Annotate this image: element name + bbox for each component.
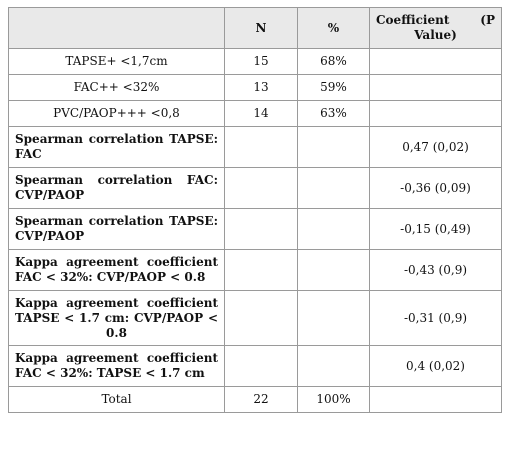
row-label: Spearman correlation TAPSE: CVP/PAOP (8, 208, 225, 250)
table-row: Kappa agreement coefficient FAC < 32%: T… (8, 345, 502, 387)
table-row: Kappa agreement coefficient TAPSE < 1.7 … (8, 290, 502, 346)
table-row: PVC/PAOP+++ <0,8 14 63% (8, 100, 502, 127)
total-row: Total 22 100% (8, 386, 502, 413)
row-coefficient (369, 74, 502, 101)
row-n (224, 290, 298, 346)
table-row: Kappa agreement coefficient FAC < 32%: C… (8, 249, 502, 291)
row-n (224, 126, 298, 168)
row-label: Spearman correlation TAPSE: FAC (8, 126, 225, 168)
row-n (224, 249, 298, 291)
row-n (224, 208, 298, 250)
row-coefficient: -0,43 (0,9) (369, 249, 502, 291)
header-percent: % (297, 7, 370, 49)
row-label: Kappa agreement coefficient FAC < 32%: C… (8, 249, 225, 291)
row-n (224, 345, 298, 387)
row-label: PVC/PAOP+++ <0,8 (8, 100, 225, 127)
table-row: TAPSE+ <1,7cm 15 68% (8, 48, 502, 75)
row-coefficient: 0,4 (0,02) (369, 345, 502, 387)
row-n: 14 (224, 100, 298, 127)
row-coefficient (369, 386, 502, 413)
header-coefficient: Coefficient (P Value) (369, 7, 502, 49)
row-label: Kappa agreement coefficient FAC < 32%: T… (8, 345, 225, 387)
row-percent (297, 249, 370, 291)
row-percent (297, 167, 370, 209)
row-coefficient (369, 48, 502, 75)
row-coefficient: -0,31 (0,9) (369, 290, 502, 346)
table-row: Spearman correlation FAC: CVP/PAOP -0,36… (8, 167, 502, 209)
table-row: Spearman correlation TAPSE: FAC 0,47 (0,… (8, 126, 502, 168)
row-percent (297, 208, 370, 250)
row-n: 13 (224, 74, 298, 101)
row-label: FAC++ <32% (8, 74, 225, 101)
table-row: FAC++ <32% 13 59% (8, 74, 502, 101)
row-percent: 68% (297, 48, 370, 75)
results-table: N % Coefficient (P Value) TAPSE+ <1,7cm … (8, 7, 502, 413)
row-percent: 63% (297, 100, 370, 127)
row-coefficient: -0,36 (0,09) (369, 167, 502, 209)
row-coefficient: -0,15 (0,49) (369, 208, 502, 250)
table-row: Spearman correlation TAPSE: CVP/PAOP -0,… (8, 208, 502, 250)
row-n: 15 (224, 48, 298, 75)
row-percent: 59% (297, 74, 370, 101)
row-label: Kappa agreement coefficient TAPSE < 1.7 … (8, 290, 225, 346)
row-coefficient: 0,47 (0,02) (369, 126, 502, 168)
row-percent: 100% (297, 386, 370, 413)
row-label: TAPSE+ <1,7cm (8, 48, 225, 75)
header-n: N (224, 7, 298, 49)
row-coefficient (369, 100, 502, 127)
row-n: 22 (224, 386, 298, 413)
row-percent (297, 126, 370, 168)
row-label: Total (8, 386, 225, 413)
header-row: N % Coefficient (P Value) (8, 7, 502, 49)
row-label: Spearman correlation FAC: CVP/PAOP (8, 167, 225, 209)
row-percent (297, 345, 370, 387)
header-label (8, 7, 225, 49)
row-percent (297, 290, 370, 346)
row-n (224, 167, 298, 209)
